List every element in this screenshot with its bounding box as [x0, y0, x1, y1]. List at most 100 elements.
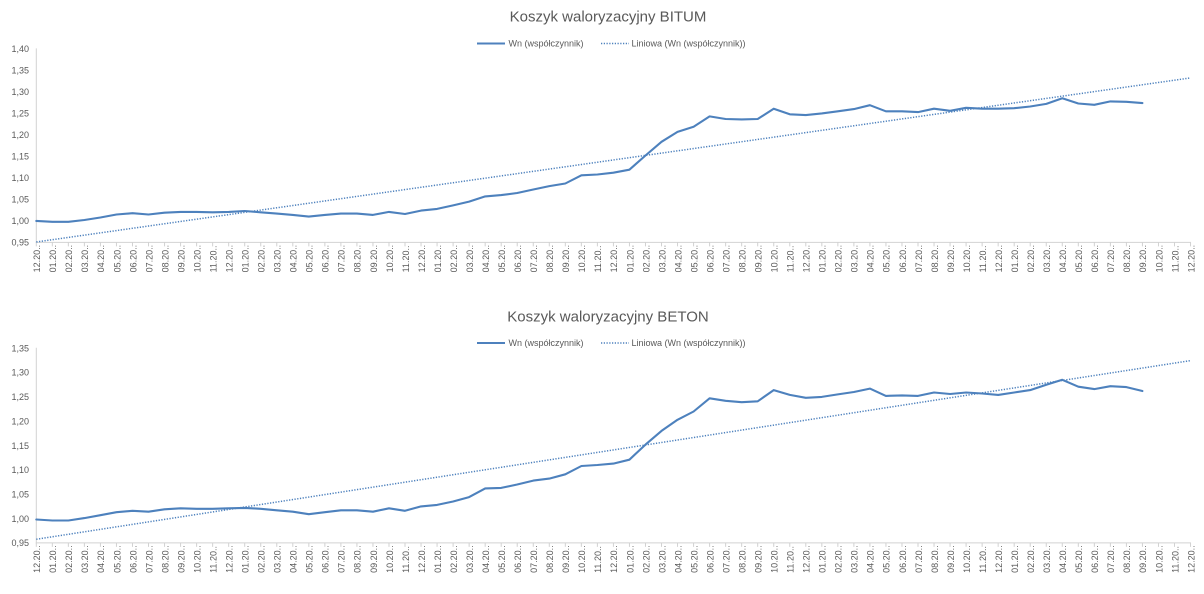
- svg-text:04.20..: 04.20..: [1058, 245, 1068, 273]
- svg-text:Koszyk waloryzacyjny BITUM: Koszyk waloryzacyjny BITUM: [510, 8, 707, 25]
- svg-text:12.20..: 12.20..: [32, 545, 42, 573]
- svg-text:02.20..: 02.20..: [449, 545, 459, 573]
- svg-text:1,40: 1,40: [11, 44, 29, 54]
- svg-text:10.20..: 10.20..: [577, 545, 587, 573]
- svg-text:05.20..: 05.20..: [882, 245, 892, 273]
- svg-text:01.20..: 01.20..: [1010, 245, 1020, 273]
- svg-text:12.20..: 12.20..: [1186, 245, 1196, 273]
- svg-text:03.20..: 03.20..: [850, 545, 860, 573]
- svg-text:05.20..: 05.20..: [112, 245, 122, 273]
- svg-text:1,10: 1,10: [11, 173, 29, 183]
- svg-text:1,20: 1,20: [11, 130, 29, 140]
- svg-text:04.20..: 04.20..: [96, 545, 106, 573]
- svg-text:05.20..: 05.20..: [497, 245, 507, 273]
- svg-text:05.20..: 05.20..: [305, 245, 315, 273]
- svg-text:1,25: 1,25: [11, 392, 29, 402]
- svg-text:03.20..: 03.20..: [465, 245, 475, 273]
- svg-text:11.20..: 11.20..: [1170, 246, 1180, 273]
- svg-text:Wn (współczynnik): Wn (współczynnik): [509, 338, 584, 348]
- svg-text:1,15: 1,15: [11, 152, 29, 162]
- svg-text:01.20..: 01.20..: [625, 545, 635, 573]
- svg-text:11.20..: 11.20..: [208, 246, 218, 273]
- svg-text:12.20..: 12.20..: [994, 545, 1004, 573]
- svg-text:01.20..: 01.20..: [1010, 545, 1020, 573]
- svg-text:Koszyk waloryzacyjny BETON: Koszyk waloryzacyjny BETON: [507, 308, 708, 325]
- svg-text:11.20..: 11.20..: [208, 546, 218, 573]
- svg-text:08.20..: 08.20..: [353, 245, 363, 273]
- svg-text:03.20..: 03.20..: [273, 545, 283, 573]
- svg-text:11.20..: 11.20..: [786, 546, 796, 573]
- svg-text:1,25: 1,25: [11, 109, 29, 119]
- svg-text:08.20..: 08.20..: [160, 545, 170, 573]
- svg-text:08.20..: 08.20..: [545, 545, 555, 573]
- svg-text:07.20..: 07.20..: [144, 545, 154, 573]
- svg-text:Liniowa (Wn (współczynnik)): Liniowa (Wn (współczynnik)): [632, 39, 746, 49]
- svg-text:09.20..: 09.20..: [946, 545, 956, 573]
- svg-text:12.20..: 12.20..: [802, 545, 812, 573]
- svg-text:02.20..: 02.20..: [64, 545, 74, 573]
- svg-text:12.20..: 12.20..: [32, 245, 42, 273]
- svg-text:02.20..: 02.20..: [257, 545, 267, 573]
- svg-text:04.20..: 04.20..: [96, 245, 106, 273]
- svg-text:05.20..: 05.20..: [689, 245, 699, 273]
- svg-text:0,95: 0,95: [11, 238, 29, 248]
- svg-text:03.20..: 03.20..: [273, 245, 283, 273]
- svg-text:05.20..: 05.20..: [497, 545, 507, 573]
- svg-text:01.20..: 01.20..: [625, 245, 635, 273]
- svg-text:12.20..: 12.20..: [802, 245, 812, 273]
- svg-text:07.20..: 07.20..: [721, 545, 731, 573]
- svg-text:02.20..: 02.20..: [64, 245, 74, 273]
- svg-text:07.20..: 07.20..: [144, 245, 154, 273]
- svg-text:10.20..: 10.20..: [192, 245, 202, 273]
- svg-text:12.20..: 12.20..: [224, 545, 234, 573]
- svg-text:12.20..: 12.20..: [1186, 545, 1196, 573]
- svg-text:01.20..: 01.20..: [241, 545, 251, 573]
- svg-text:08.20..: 08.20..: [1122, 245, 1132, 273]
- svg-text:09.20..: 09.20..: [1138, 545, 1148, 573]
- svg-text:02.20..: 02.20..: [1026, 245, 1036, 273]
- svg-text:04.20..: 04.20..: [673, 545, 683, 573]
- svg-text:08.20..: 08.20..: [353, 545, 363, 573]
- svg-text:1,30: 1,30: [11, 87, 29, 97]
- svg-text:06.20..: 06.20..: [898, 545, 908, 573]
- svg-text:03.20..: 03.20..: [657, 545, 667, 573]
- svg-text:12.20..: 12.20..: [994, 245, 1004, 273]
- svg-text:07.20..: 07.20..: [721, 245, 731, 273]
- svg-text:11.20..: 11.20..: [1170, 546, 1180, 573]
- svg-text:06.20..: 06.20..: [898, 245, 908, 273]
- svg-text:05.20..: 05.20..: [1074, 245, 1084, 273]
- svg-text:1,30: 1,30: [11, 368, 29, 378]
- svg-text:05.20..: 05.20..: [112, 545, 122, 573]
- svg-text:06.20..: 06.20..: [705, 245, 715, 273]
- svg-text:11.20..: 11.20..: [978, 546, 988, 573]
- svg-text:07.20..: 07.20..: [337, 245, 347, 273]
- svg-text:07.20..: 07.20..: [529, 545, 539, 573]
- svg-text:06.20..: 06.20..: [321, 245, 331, 273]
- svg-text:06.20..: 06.20..: [128, 545, 138, 573]
- svg-text:09.20..: 09.20..: [753, 245, 763, 273]
- svg-text:10.20..: 10.20..: [192, 545, 202, 573]
- svg-text:01.20..: 01.20..: [433, 545, 443, 573]
- svg-text:11.20..: 11.20..: [593, 246, 603, 273]
- svg-text:08.20..: 08.20..: [737, 545, 747, 573]
- svg-text:07.20..: 07.20..: [1106, 545, 1116, 573]
- svg-text:05.20..: 05.20..: [689, 545, 699, 573]
- svg-text:10.20..: 10.20..: [962, 245, 972, 273]
- svg-text:04.20..: 04.20..: [289, 545, 299, 573]
- svg-text:01.20..: 01.20..: [818, 545, 828, 573]
- svg-text:10.20..: 10.20..: [962, 545, 972, 573]
- svg-text:10.20..: 10.20..: [1154, 245, 1164, 273]
- svg-text:08.20..: 08.20..: [160, 245, 170, 273]
- svg-text:06.20..: 06.20..: [513, 245, 523, 273]
- svg-text:07.20..: 07.20..: [914, 545, 924, 573]
- svg-text:09.20..: 09.20..: [561, 245, 571, 273]
- svg-text:02.20..: 02.20..: [834, 245, 844, 273]
- svg-text:08.20..: 08.20..: [545, 245, 555, 273]
- svg-text:07.20..: 07.20..: [914, 245, 924, 273]
- svg-text:10.20..: 10.20..: [770, 245, 780, 273]
- svg-text:12.20..: 12.20..: [417, 245, 427, 273]
- svg-text:10.20..: 10.20..: [1154, 545, 1164, 573]
- svg-text:08.20..: 08.20..: [930, 245, 940, 273]
- svg-text:03.20..: 03.20..: [657, 245, 667, 273]
- svg-text:Wn (współczynnik): Wn (współczynnik): [509, 39, 584, 49]
